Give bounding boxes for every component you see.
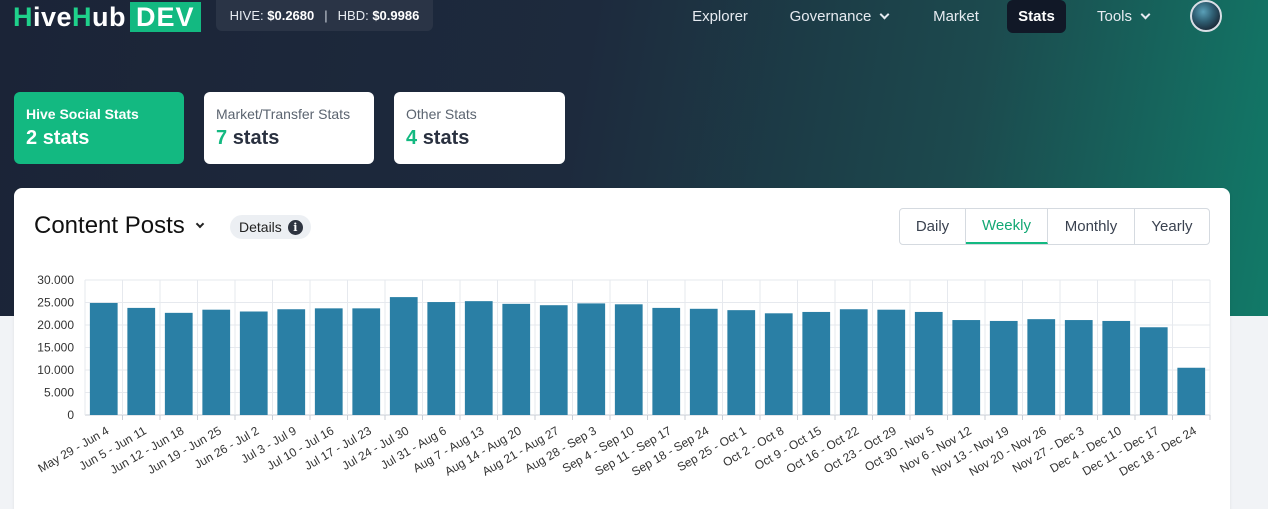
nav-tools-label: Tools (1096, 8, 1133, 25)
stat-card-count: 7 stats (216, 127, 362, 150)
nav-tools[interactable]: Tools (1084, 0, 1162, 33)
nav-governance-label: Governance (789, 8, 872, 25)
period-yearly[interactable]: Yearly (1151, 218, 1193, 235)
logo-letter-h2: H (72, 1, 93, 32)
bar (277, 309, 306, 415)
bar (689, 308, 718, 415)
stat-card-title: Market/Transfer Stats (216, 106, 351, 122)
logo-dev-badge: DEV (130, 2, 201, 32)
nav-market-label: Market (933, 8, 979, 25)
stat-card-hive-social[interactable]: Hive Social Stats 2 stats (14, 92, 184, 164)
nav-explorer[interactable]: Explorer (680, 0, 760, 33)
price-ticker: HIVE: $0.2680 | HBD: $0.9986 (216, 0, 433, 31)
y-tick-label: 10.000 (37, 363, 74, 377)
bar (1177, 367, 1206, 415)
bar (652, 307, 681, 415)
bar (952, 320, 981, 415)
bar (389, 297, 418, 415)
nav-governance[interactable]: Governance (778, 0, 900, 33)
y-tick-label: 25.000 (37, 296, 74, 310)
hbd-price-label: HBD: (337, 8, 369, 23)
period-weekly[interactable]: Weekly (966, 209, 1048, 244)
chart-title: Content Posts (34, 212, 185, 239)
hive-price-label: HIVE: (229, 8, 264, 23)
chevron-down-icon (1140, 9, 1151, 20)
y-tick-label: 15.000 (37, 341, 74, 355)
ticker-separator: | (324, 8, 328, 23)
chart-selector[interactable]: Content Posts (34, 212, 204, 240)
logo-letter-h: H (13, 1, 33, 32)
period-daily[interactable]: Daily (900, 209, 966, 244)
bar (614, 304, 643, 415)
nav-explorer-label: Explorer (692, 8, 748, 25)
user-avatar[interactable] (1190, 0, 1222, 32)
nav-market[interactable]: Market (920, 0, 992, 33)
stat-card-market-transfer[interactable]: Market/Transfer Stats 7 stats (204, 92, 374, 164)
stat-card-count: 4 stats (406, 127, 553, 150)
bar (1027, 319, 1056, 415)
bar (539, 305, 568, 415)
bar (502, 303, 531, 415)
bar (577, 303, 606, 415)
stat-card-count-number: 7 (216, 127, 228, 149)
logo-text-ive: ive (33, 1, 73, 32)
stat-card-count-number: 4 (406, 127, 418, 149)
chart-panel: Content Posts Details i Daily Weekly Mon… (14, 188, 1230, 509)
details-label: Details (239, 219, 282, 235)
y-tick-label: 5.000 (44, 386, 74, 400)
stat-card-count-number: 2 (26, 127, 38, 149)
bar (464, 301, 493, 415)
hbd-price-value: $0.9986 (372, 8, 420, 23)
stat-card-title: Other Stats (406, 106, 477, 122)
bar (877, 309, 906, 415)
y-tick-label: 30.000 (37, 273, 74, 287)
bar (989, 320, 1018, 415)
bar (127, 307, 156, 415)
stat-card-other[interactable]: Other Stats 4 stats (394, 92, 565, 164)
period-monthly[interactable]: Monthly (1048, 209, 1135, 244)
bar (202, 309, 231, 415)
period-selector: Daily Weekly Monthly Yearly (899, 208, 1210, 245)
bar (427, 302, 456, 415)
content-posts-chart: 05.00010.00015.00020.00025.00030.000May … (36, 273, 1211, 479)
stat-card-count-unit: stats (42, 127, 90, 149)
stat-card-count: 2 stats (26, 127, 172, 150)
bar (727, 310, 756, 415)
bar (764, 313, 793, 415)
bar (89, 302, 118, 415)
bar (1102, 320, 1131, 415)
bar (314, 308, 343, 415)
hive-price-value: $0.2680 (267, 8, 315, 23)
bar (1064, 320, 1093, 415)
chevron-down-icon (879, 9, 890, 20)
y-tick-label: 20.000 (37, 318, 74, 332)
stat-card-count-unit: stats (422, 127, 470, 149)
logo-text-ub: ub (92, 1, 127, 32)
details-button[interactable]: Details i (230, 215, 311, 239)
bar (914, 311, 943, 415)
nav-stats-label: Stats (1018, 8, 1055, 25)
stat-card-count-unit: stats (232, 127, 280, 149)
bar (164, 312, 193, 415)
bar (352, 308, 381, 415)
bar (239, 311, 268, 415)
nav-stats[interactable]: Stats (1007, 0, 1066, 33)
info-icon: i (287, 219, 303, 235)
bar (802, 311, 831, 415)
stat-card-title: Hive Social Stats (26, 106, 139, 122)
bar (839, 309, 868, 415)
y-tick-label: 0 (67, 408, 74, 422)
bar (1139, 327, 1168, 415)
